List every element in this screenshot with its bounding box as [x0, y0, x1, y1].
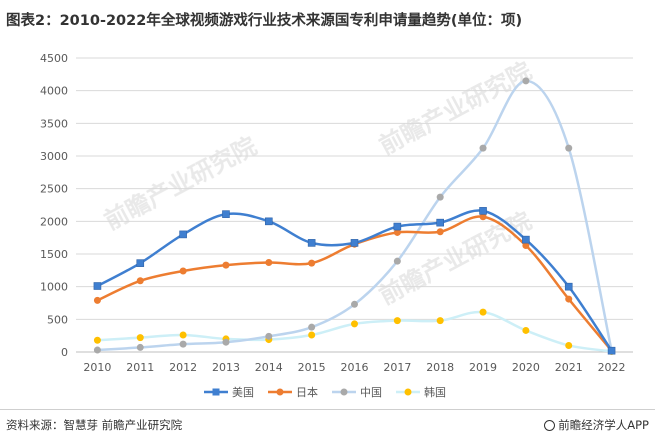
legend-label: 日本: [296, 385, 318, 399]
data-point: [522, 235, 530, 244]
data-point: [393, 222, 402, 231]
data-point: [479, 308, 487, 316]
data-point: [479, 213, 487, 221]
data-point: [565, 144, 573, 152]
data-point: [393, 228, 401, 236]
x-tick-label: 2011: [126, 361, 154, 374]
chart-title: 图表2：2010-2022年全球视频游戏行业技术来源国专利申请量趋势(单位：项): [6, 13, 523, 29]
x-tick-label: 2013: [212, 361, 240, 374]
data-point: [479, 144, 487, 152]
x-tick-label: 2016: [341, 361, 369, 374]
watermark-text: 前瞻产业研究院: [375, 57, 536, 161]
footer-brand: 前瞻经济学人APP: [544, 417, 649, 433]
y-tick-label: 3000: [40, 150, 68, 163]
data-point: [479, 207, 487, 215]
y-tick-label: 2500: [40, 183, 68, 196]
x-tick-label: 2021: [555, 361, 583, 374]
data-point: [436, 228, 444, 236]
y-tick-label: 1500: [40, 248, 68, 261]
legend: 美国 日本 中国 韩国: [204, 385, 446, 399]
series-1: [93, 213, 616, 355]
legend-marker: [212, 388, 220, 396]
x-tick-label: 2014: [255, 361, 283, 374]
x-tick-label: 2012: [169, 361, 197, 374]
y-tick-label: 0: [61, 346, 68, 359]
y-tick-label: 3500: [40, 117, 68, 130]
data-point: [522, 77, 530, 85]
legend-marker: [340, 388, 348, 396]
legend-label: 中国: [360, 386, 382, 399]
data-point: [265, 258, 273, 266]
x-tick-label: 2020: [512, 361, 540, 374]
series-3: [93, 308, 616, 355]
x-tick-label: 2015: [298, 361, 326, 374]
data-point: [436, 317, 444, 325]
line-chart: 前瞻产业研究院前瞻产业研究院前瞻产业研究院0500100015002000250…: [40, 52, 633, 399]
legend-marker: [276, 388, 284, 396]
data-point: [136, 334, 144, 342]
legend-label: 美国: [232, 386, 254, 399]
data-point: [308, 259, 316, 267]
data-point: [265, 332, 273, 340]
data-point: [179, 340, 187, 348]
data-point: [351, 320, 358, 328]
data-point: [351, 300, 358, 308]
series-line: [96, 215, 613, 352]
data-point: [436, 218, 444, 227]
data-point: [222, 261, 230, 269]
y-tick-label: 4500: [40, 52, 68, 65]
data-point: [93, 282, 102, 290]
data-point: [308, 323, 316, 331]
data-point: [565, 341, 573, 349]
data-point: [564, 282, 573, 291]
data-point: [522, 326, 530, 334]
x-tick-label: 2017: [383, 361, 411, 374]
data-point: [393, 317, 401, 325]
series-0: [93, 207, 616, 355]
x-tick-label: 2022: [598, 361, 626, 374]
data-point: [136, 343, 144, 351]
legend-label: 韩国: [424, 385, 446, 399]
data-point: [350, 239, 359, 247]
data-point: [93, 296, 101, 304]
brand-logo-icon: [544, 420, 556, 431]
watermark-text: 前瞻产业研究院: [100, 132, 261, 236]
footer-divider: [0, 409, 655, 410]
data-point: [307, 239, 316, 247]
data-point: [522, 242, 530, 250]
data-point: [222, 210, 230, 218]
data-point: [607, 346, 616, 355]
data-point: [179, 230, 187, 239]
data-point: [136, 277, 144, 285]
x-tick-label: 2010: [83, 361, 111, 374]
footer-source: 资料来源：智慧芽 前瞻产业研究院: [6, 418, 183, 432]
data-point: [93, 346, 101, 354]
legend-marker: [404, 388, 412, 396]
y-tick-label: 4000: [40, 85, 68, 98]
x-tick-label: 2018: [426, 361, 454, 374]
data-point: [222, 338, 230, 346]
y-tick-label: 1000: [40, 281, 68, 294]
data-point: [308, 331, 316, 339]
y-tick-label: 2000: [40, 215, 68, 228]
data-point: [136, 259, 145, 267]
series-2: [93, 77, 616, 355]
x-tick-label: 2019: [469, 361, 497, 374]
data-point: [179, 267, 187, 275]
y-tick-label: 500: [47, 313, 68, 326]
series-line: [97, 79, 613, 352]
footer-brand-label: 前瞻经济学人APP: [558, 418, 649, 432]
data-point: [93, 336, 101, 344]
data-point: [265, 217, 273, 226]
data-point: [565, 295, 573, 303]
data-point: [436, 193, 444, 201]
data-point: [179, 331, 187, 339]
data-point: [393, 257, 401, 265]
